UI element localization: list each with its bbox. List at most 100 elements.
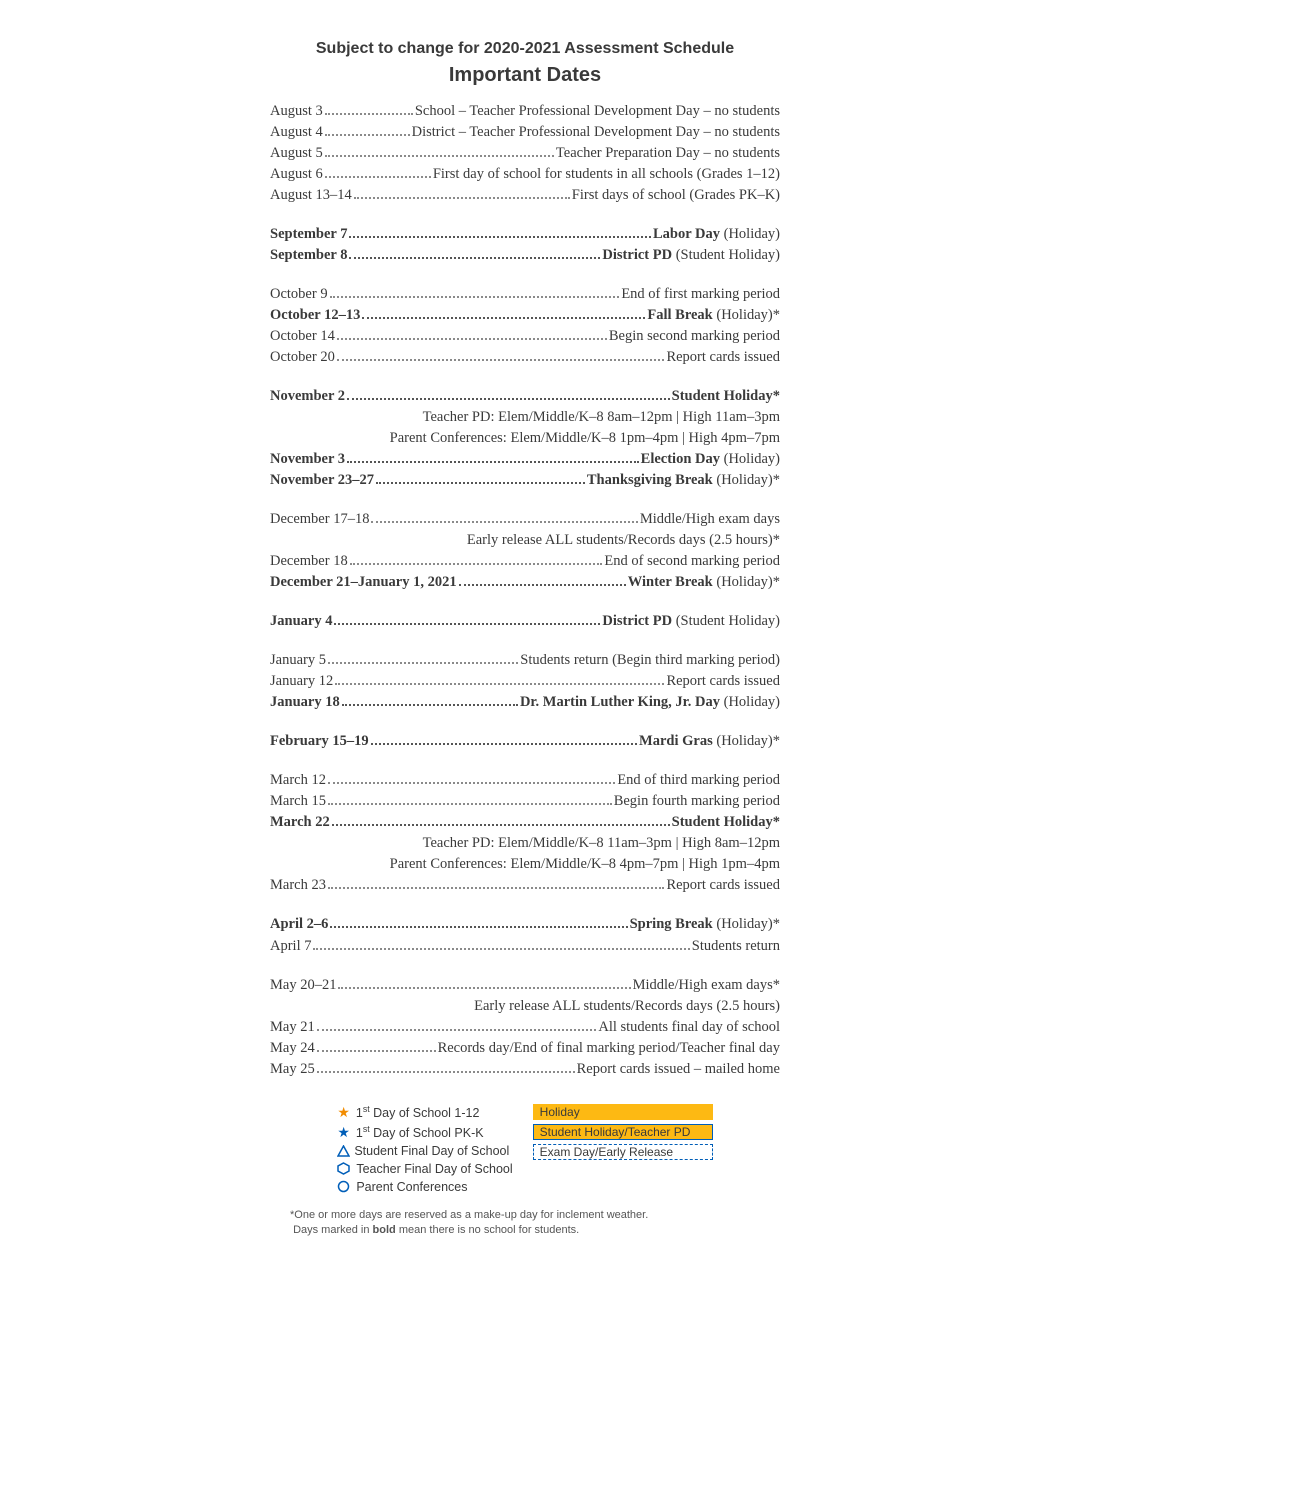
date-subline: Parent Conferences: Elem/Middle/K–8 4pm–… [270, 854, 780, 875]
date-description: District PD (Student Holiday) [602, 611, 780, 632]
date-row: April 7 Students return [270, 936, 780, 957]
date-description: Spring Break (Holiday)* [630, 914, 780, 935]
date-label: September 8 [270, 245, 347, 266]
date-description: End of second marking period [604, 551, 780, 572]
date-description: Report cards issued – mailed home [577, 1059, 780, 1080]
date-description: Students return (Begin third marking per… [520, 650, 780, 671]
legend-swatch: Exam Day/Early Release [533, 1144, 713, 1160]
date-subline: Teacher PD: Elem/Middle/K–8 8am–12pm | H… [270, 407, 780, 428]
date-label: March 22 [270, 812, 330, 833]
date-row: January 12 Report cards issued [270, 671, 780, 692]
legend-item: Parent Conferences [337, 1180, 512, 1194]
legend-swatch: Holiday [533, 1104, 713, 1120]
date-description: First days of school (Grades PK–K) [572, 185, 780, 206]
dot-leader [317, 1029, 597, 1031]
page-title: Important Dates [270, 64, 780, 87]
date-label: September 7 [270, 224, 347, 245]
month-group: April 2–6 Spring Break (Holiday)* April 7 S… [270, 914, 780, 956]
dot-leader [338, 987, 630, 989]
date-label: April 7 [270, 936, 311, 957]
date-label: January 4 [270, 611, 332, 632]
date-row: August 5Teacher Preparation Day – no stu… [270, 143, 780, 164]
date-description: Records day/End of final marking period/… [438, 1038, 780, 1059]
legend-label: 1st Day of School PK-K [356, 1124, 484, 1140]
date-row: March 23Report cards issued [270, 875, 780, 896]
date-label: January 18 [270, 692, 340, 713]
dot-leader [330, 296, 620, 298]
dot-leader [371, 743, 637, 745]
legend: ★1st Day of School 1-12★1st Day of Schoo… [270, 1104, 780, 1194]
date-description: Mardi Gras (Holiday)* [639, 731, 780, 752]
date-row: December 18End of second marking period [270, 551, 780, 572]
legend-item: ★ 1st Day of School PK-K [337, 1124, 512, 1140]
month-group: January 4 District PD (Student Holiday) [270, 611, 780, 632]
month-group: December 17–18Middle/High exam daysEarly… [270, 509, 780, 593]
date-row: October 9End of first marking period [270, 284, 780, 305]
dot-leader [349, 257, 600, 259]
dot-leader [317, 1071, 575, 1073]
star-icon: ★ [337, 1125, 350, 1139]
month-group: May 20–21Middle/High exam days*Early rel… [270, 975, 780, 1080]
dot-leader [337, 338, 607, 340]
month-group: October 9End of first marking period Octo… [270, 284, 780, 368]
month-group: February 15–19Mardi Gras (Holiday)* [270, 731, 780, 752]
date-label: August 3 [270, 101, 323, 122]
legend-label: 1st Day of School 1-12 [356, 1104, 480, 1120]
date-label: August 6 [270, 164, 323, 185]
date-description: Fall Break (Holiday)* [647, 305, 780, 326]
legend-label: Student Final Day of School [354, 1144, 509, 1158]
date-row: February 15–19Mardi Gras (Holiday)* [270, 731, 780, 752]
dot-leader [350, 563, 603, 565]
legend-item: Exam Day/Early Release [533, 1144, 713, 1160]
dot-leader [328, 803, 612, 805]
date-description: Students return [692, 936, 780, 957]
date-row: May 21 All students final day of school [270, 1017, 780, 1038]
month-group: August 3 School – Teacher Professional De… [270, 101, 780, 206]
date-description: Middle/High exam days [640, 509, 780, 530]
dot-leader [325, 176, 431, 178]
month-group: November 2Student Holiday*Teacher PD: El… [270, 386, 780, 491]
date-description: Report cards issued [666, 671, 780, 692]
dot-leader [328, 662, 518, 664]
month-group: September 7Labor Day (Holiday)September … [270, 224, 780, 266]
circle-icon [337, 1180, 350, 1193]
page-container: Subject to change for 2020-2021 Assessme… [270, 40, 1030, 1239]
date-label: March 23 [270, 875, 326, 896]
legend-item: Student Final Day of School [337, 1144, 512, 1158]
legend-item: Holiday [533, 1104, 713, 1120]
date-description: All students final day of school [598, 1017, 780, 1038]
dot-leader [376, 482, 585, 484]
date-row: August 13–14First days of school (Grades… [270, 185, 780, 206]
date-description: Teacher Preparation Day – no students [556, 143, 780, 164]
legend-item: ★1st Day of School 1-12 [337, 1104, 512, 1120]
legend-swatch: Student Holiday/Teacher PD [533, 1124, 713, 1140]
dot-leader [371, 521, 637, 523]
date-label: May 21 [270, 1017, 315, 1038]
date-row: September 8District PD (Student Holiday) [270, 245, 780, 266]
date-description: Begin second marking period [609, 326, 780, 347]
date-description: Dr. Martin Luther King, Jr. Day (Holiday… [520, 692, 780, 713]
dot-leader [337, 359, 665, 361]
date-row: October 14Begin second marking period [270, 326, 780, 347]
date-label: April 2–6 [270, 914, 328, 935]
date-label: January 12 [270, 671, 333, 692]
date-row: March 12End of third marking period [270, 770, 780, 791]
dot-leader [347, 461, 639, 463]
dot-leader [354, 197, 570, 199]
date-description: Begin fourth marking period [614, 791, 780, 812]
date-label: May 25 [270, 1059, 315, 1080]
date-row: January 4 District PD (Student Holiday) [270, 611, 780, 632]
date-row: April 2–6 Spring Break (Holiday)* [270, 914, 780, 935]
date-description: Election Day (Holiday) [641, 449, 780, 470]
dot-leader [330, 926, 627, 928]
date-description: Student Holiday* [672, 386, 780, 407]
dot-leader [349, 236, 651, 238]
date-description: Report cards issued [666, 347, 780, 368]
date-label: December 21–January 1, 2021 [270, 572, 457, 593]
date-row: March 15Begin fourth marking period [270, 791, 780, 812]
date-description: School – Teacher Professional Developmen… [415, 101, 780, 122]
page-subtitle: Subject to change for 2020-2021 Assessme… [270, 40, 780, 58]
dot-leader [325, 134, 410, 136]
date-row: January 5Students return (Begin third ma… [270, 650, 780, 671]
date-description: Student Holiday* [672, 812, 780, 833]
